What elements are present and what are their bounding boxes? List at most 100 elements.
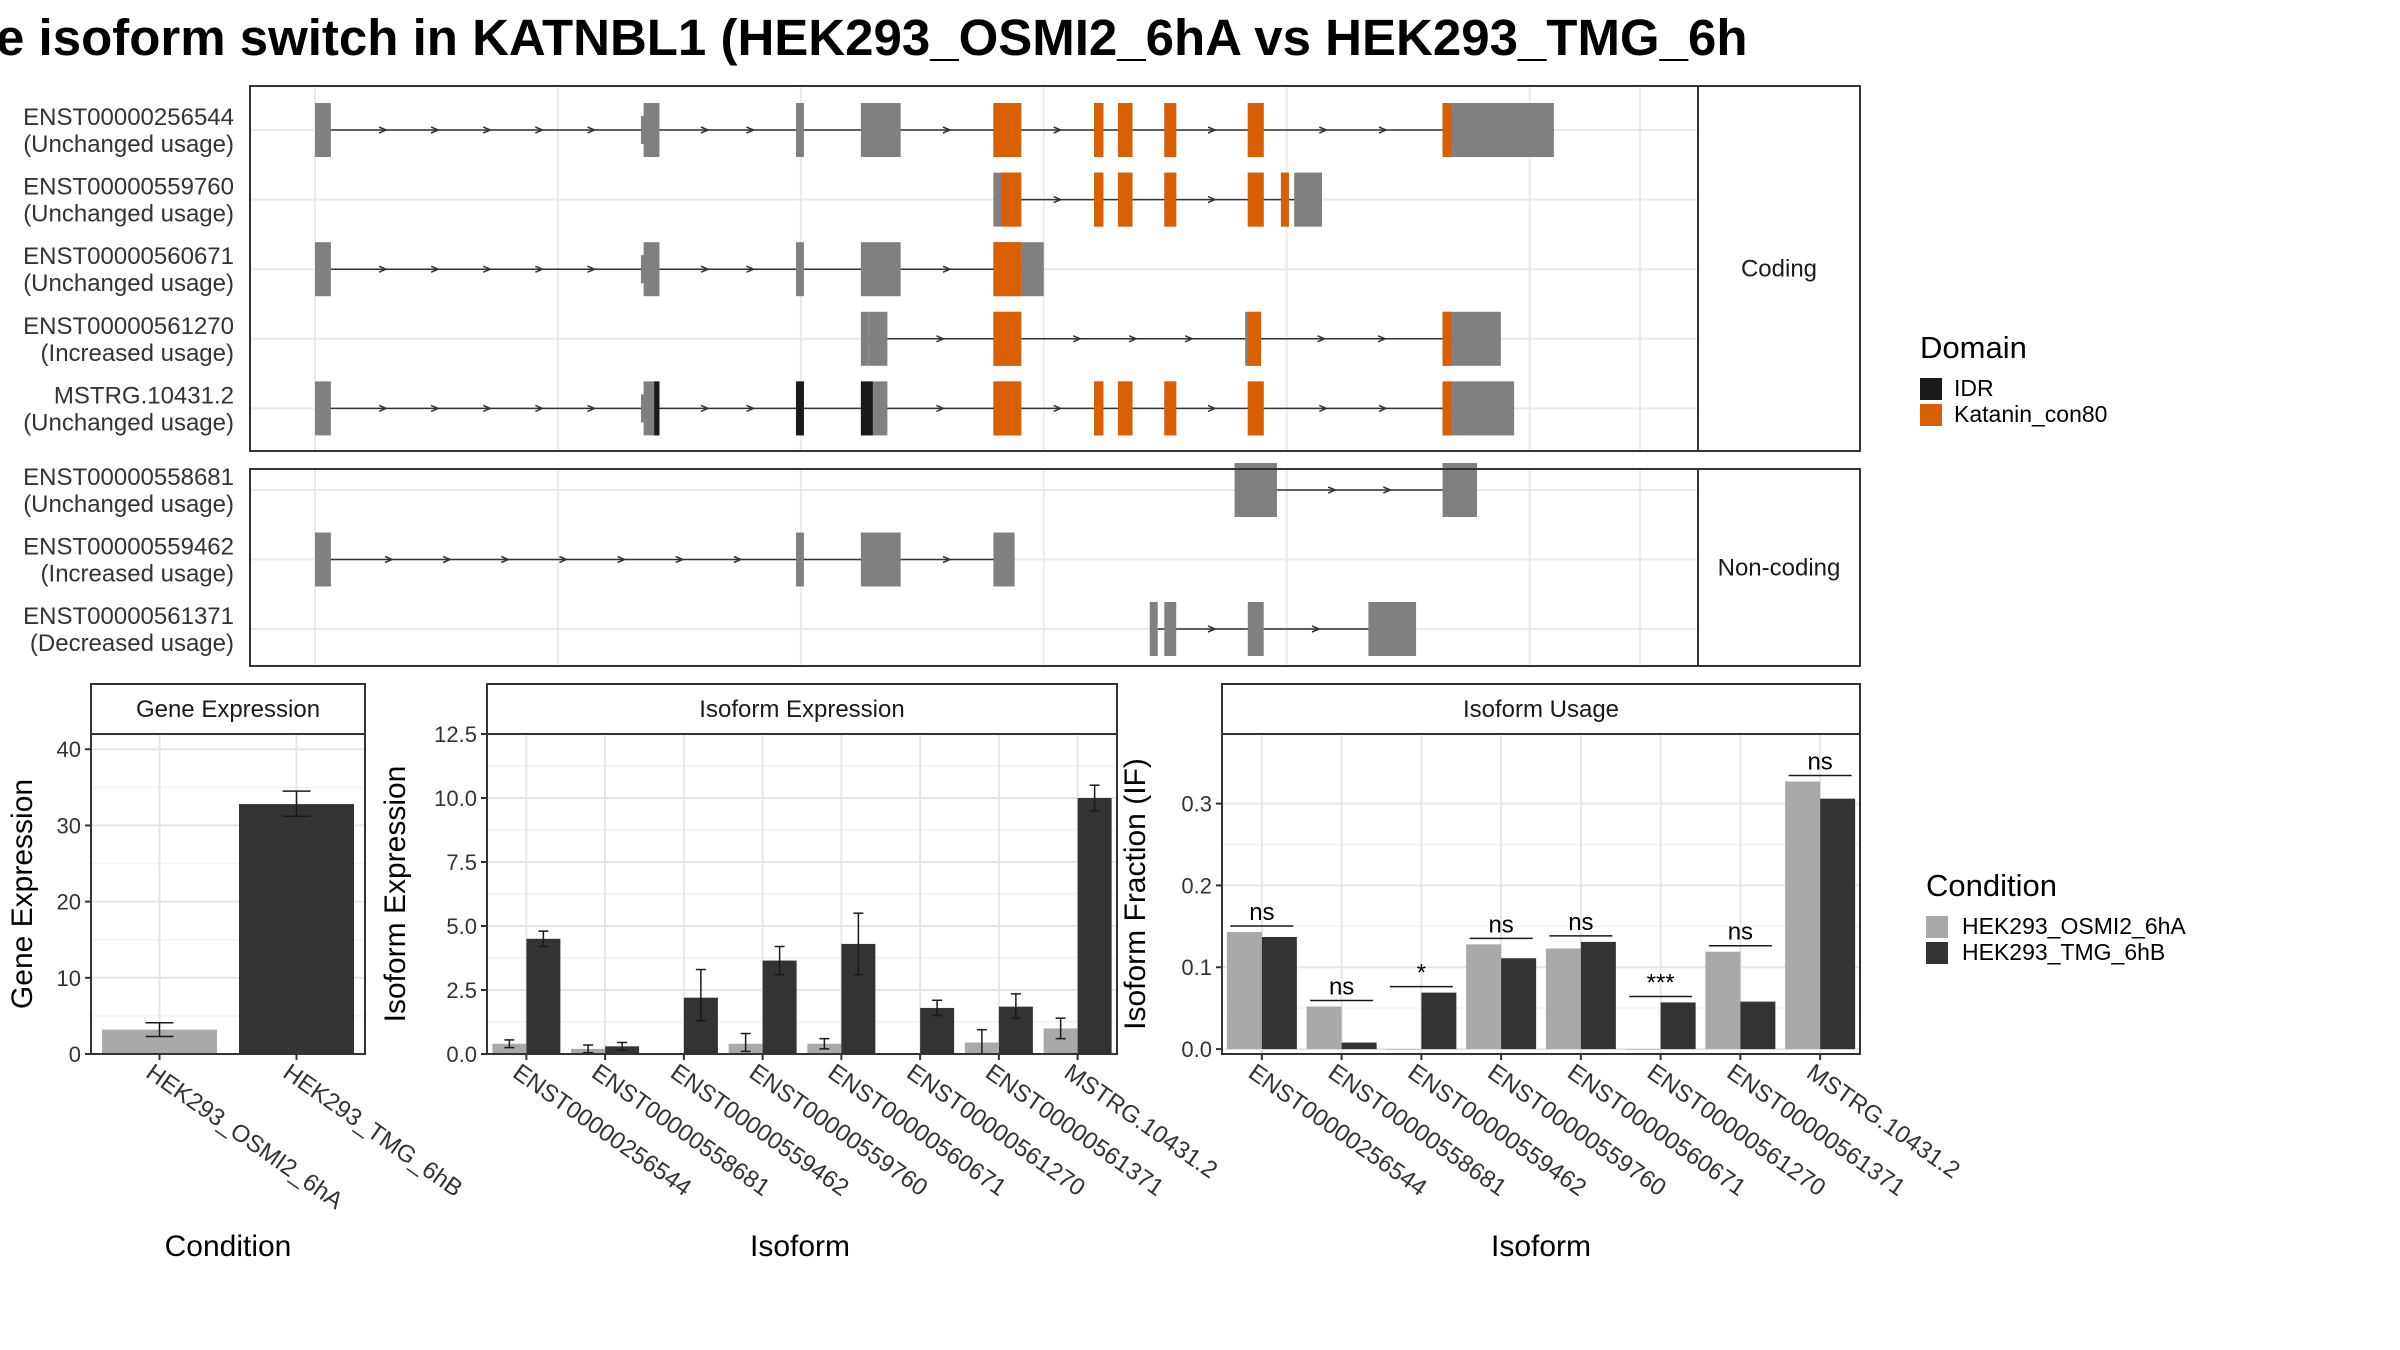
domain-block	[993, 242, 1022, 297]
exon-block	[868, 311, 888, 366]
significance-label: ns	[1728, 919, 1753, 946]
condition-legend-key	[1926, 942, 1948, 964]
bar	[239, 804, 354, 1054]
intron-arrow	[936, 335, 946, 343]
exon-block	[643, 103, 660, 157]
intron-arrow	[430, 126, 441, 134]
domain-block	[1164, 381, 1177, 436]
y-tick-label: 10.0	[434, 786, 477, 811]
isoform-label: ENST00000561371	[23, 603, 234, 630]
exon-block	[795, 242, 804, 297]
intron-arrow	[501, 555, 511, 564]
utr-block	[640, 394, 644, 423]
intron-arrow	[1072, 335, 1083, 343]
exon-block	[1164, 602, 1177, 656]
intron-arrow	[1128, 335, 1139, 343]
panel-strip	[1221, 683, 1861, 735]
exon-block	[795, 532, 804, 587]
domain-block	[1117, 381, 1133, 436]
isoform-label: ENST00000560671	[23, 243, 234, 270]
significance-label: ns	[1568, 909, 1593, 936]
y-tick-label: 0.0	[1181, 1037, 1212, 1062]
isoform-label: ENST00000559462	[23, 534, 234, 561]
bar	[1740, 1001, 1776, 1050]
bar	[1226, 932, 1262, 1050]
intron-arrow	[700, 265, 710, 273]
domain-legend-label: Katanin_con80	[1954, 401, 2107, 427]
intron-arrow	[1378, 126, 1388, 134]
intron-arrow	[1327, 486, 1338, 494]
domain-block	[1094, 381, 1104, 436]
exon-block	[860, 311, 869, 366]
bar	[1261, 936, 1297, 1050]
bar	[1580, 941, 1616, 1050]
isoform-usage-chart: Isoform Usage0.00.10.20.3ENST00000256544…	[1119, 683, 1965, 1263]
panel-strip-label: Gene Expression	[136, 696, 320, 723]
intron-arrow	[746, 265, 756, 273]
bar	[526, 938, 561, 1054]
intron-arrow	[1319, 404, 1329, 413]
domain-block	[993, 381, 1022, 436]
isoform-usage-label: (Unchanged usage)	[23, 409, 234, 436]
bar	[1421, 992, 1457, 1050]
intron-arrow	[378, 126, 388, 134]
y-tick-label: 2.5	[446, 978, 477, 1003]
exon-block	[1294, 172, 1322, 227]
y-tick-label: 20	[57, 890, 81, 915]
intron-arrow	[1311, 625, 1321, 633]
exon-block	[1442, 463, 1478, 517]
intron-arrow	[675, 555, 685, 564]
domain-block	[654, 381, 660, 436]
figure-title: e isoform switch in KATNBL1 (HEK293_OSMI…	[0, 9, 1747, 66]
significance-label: ns	[1249, 899, 1274, 926]
intron-arrow	[378, 404, 388, 413]
exon-block	[1451, 311, 1501, 366]
exon-block	[315, 532, 331, 587]
intron-arrow	[535, 126, 545, 134]
domain-legend-key	[1920, 378, 1942, 400]
domain-block	[1247, 381, 1264, 436]
intron-arrow	[1207, 195, 1217, 204]
y-tick-label: 0.1	[1181, 955, 1212, 980]
bar	[1785, 781, 1821, 1050]
intron-arrow	[1319, 126, 1329, 134]
intron-arrow	[942, 555, 952, 564]
panel-strip	[486, 683, 1118, 735]
significance-label: ***	[1647, 969, 1675, 996]
isoform-label: ENST00000559760	[23, 174, 234, 201]
y-axis-title: Gene Expression	[6, 779, 39, 1009]
intron-arrow	[535, 265, 545, 273]
domain-block	[1280, 172, 1289, 227]
bar	[1466, 944, 1502, 1050]
exon-block	[315, 381, 331, 436]
domain-legend-key	[1920, 404, 1942, 426]
exon-block	[1234, 463, 1277, 517]
bar	[1386, 1049, 1422, 1050]
intron-arrow	[587, 265, 597, 273]
intron-arrow	[936, 404, 946, 413]
intron-arrow	[1378, 404, 1388, 413]
x-axis-title: Condition	[165, 1230, 292, 1263]
intron-arrow	[482, 404, 493, 413]
utr-block	[640, 255, 644, 284]
domain-block	[1247, 172, 1264, 227]
bar	[1341, 1042, 1377, 1050]
intron-arrow	[1053, 195, 1063, 204]
bar	[1306, 1006, 1342, 1050]
intron-arrow	[587, 404, 597, 413]
domain-block	[1094, 103, 1104, 157]
gene-structure-plot: ENST00000256544 (Unchanged usage) ENST0000…	[23, 85, 1861, 667]
intron-arrow	[1383, 486, 1393, 494]
bar	[1501, 958, 1537, 1050]
domain-block	[1094, 172, 1104, 227]
exon-block	[860, 242, 901, 297]
y-tick-label: 0	[69, 1042, 81, 1067]
intron-arrow	[1207, 625, 1217, 633]
panel-strip-label: Isoform Usage	[1463, 696, 1619, 723]
isoform-label: ENST00000256544	[23, 104, 234, 131]
utr-block	[640, 116, 644, 144]
exon-block	[1247, 602, 1264, 656]
condition-legend-label: HEK293_TMG_6hB	[1962, 939, 2165, 965]
intron-arrow	[1184, 335, 1195, 343]
